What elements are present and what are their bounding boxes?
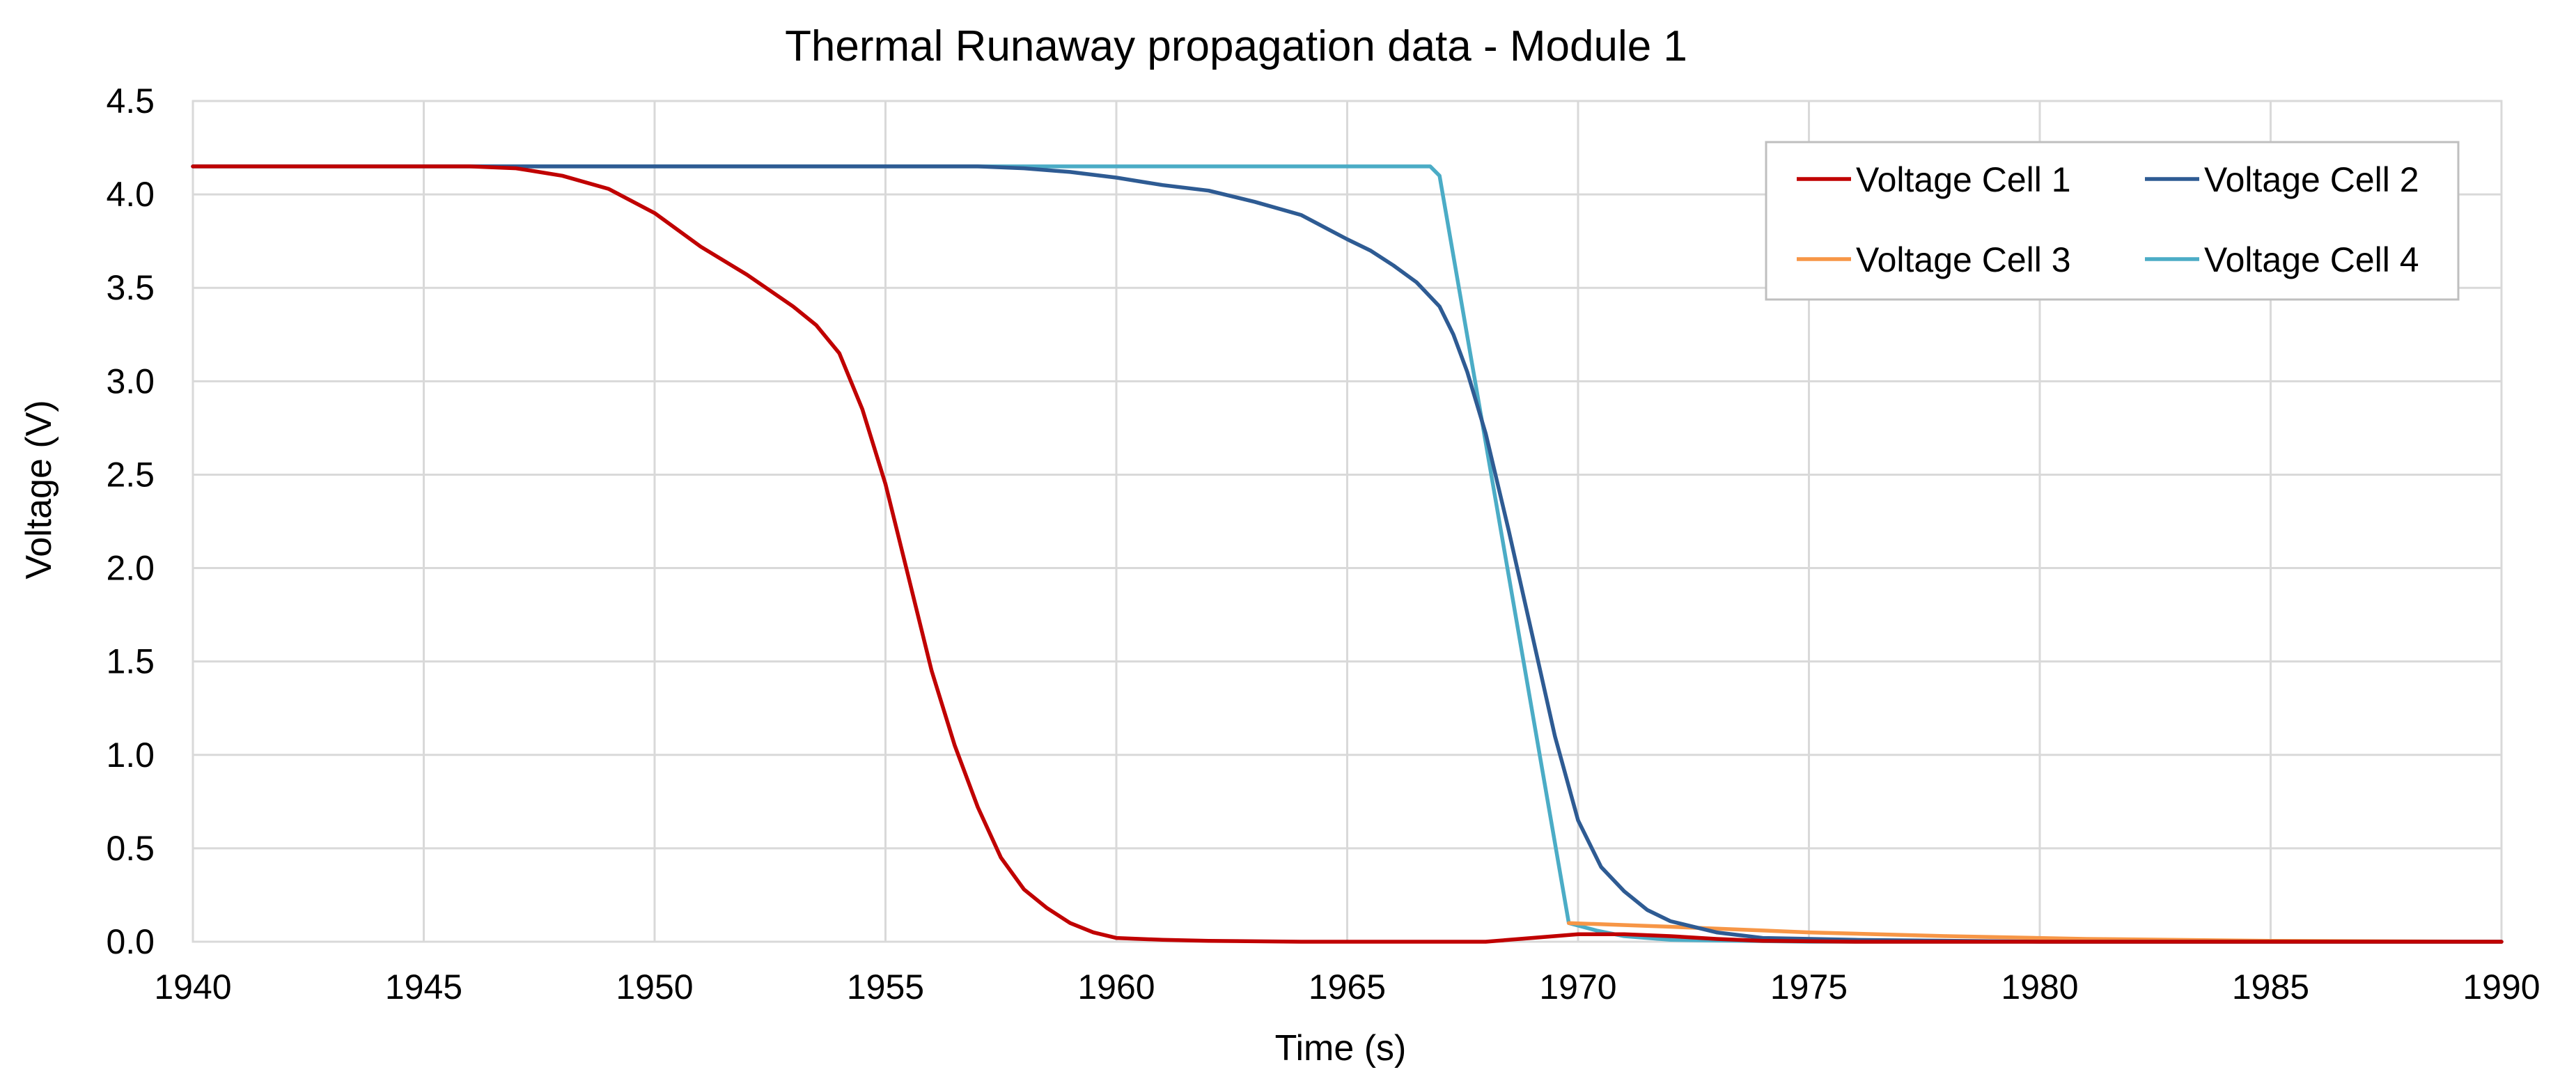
legend-box [1765,141,2460,301]
y-tick-label: 3.0 [106,362,155,401]
series-line-cell-2 [191,164,2504,944]
x-tick-label: 1985 [2232,967,2309,1007]
x-tick-labels: 1940 1945 1950 1955 1960 1965 1970 1975 1980 1985… [154,967,2540,1007]
chart-title: Thermal Runaway propagation data - Modul… [785,22,1687,70]
x-tick-label: 1970 [1539,967,1616,1007]
legend-label-cell-3: Voltage Cell 3 [1856,240,2071,279]
legend-label-cell-1: Voltage Cell 1 [1856,160,2071,199]
x-tick-label: 1990 [2462,967,2540,1007]
y-tick-label: 3.5 [106,268,155,307]
series-line-cell-1 [191,164,2504,944]
y-axis-label: Voltage (V) [19,400,59,579]
y-tick-label: 4.5 [106,81,155,121]
y-tick-label: 2.5 [106,455,155,494]
y-tick-label: 2.0 [106,549,155,588]
y-tick-label: 0.5 [106,829,155,868]
x-tick-label: 1940 [154,967,231,1007]
y-tick-label: 1.5 [106,642,155,681]
x-tick-label: 1945 [385,967,462,1007]
y-tick-labels: 0.0 0.5 1.0 1.5 2.0 2.5 3.0 3.5 4.0 4.5 [106,81,155,961]
x-axis-label: Time (s) [1275,1028,1407,1068]
y-tick-label: 1.0 [106,736,155,775]
series-lines [191,164,2504,944]
legend-label-cell-4: Voltage Cell 4 [2204,240,2419,279]
x-tick-label: 1980 [2001,967,2078,1007]
x-tick-label: 1965 [1309,967,1386,1007]
x-tick-label: 1975 [1770,967,1848,1007]
y-tick-label: 0.0 [106,922,155,961]
legend: Voltage Cell 1 Voltage Cell 2 Voltage Ce… [1765,141,2460,301]
y-tick-label: 4.0 [106,175,155,214]
x-tick-label: 1950 [616,967,693,1007]
x-tick-label: 1960 [1077,967,1155,1007]
x-tick-label: 1955 [847,967,924,1007]
legend-label-cell-2: Voltage Cell 2 [2204,160,2419,199]
